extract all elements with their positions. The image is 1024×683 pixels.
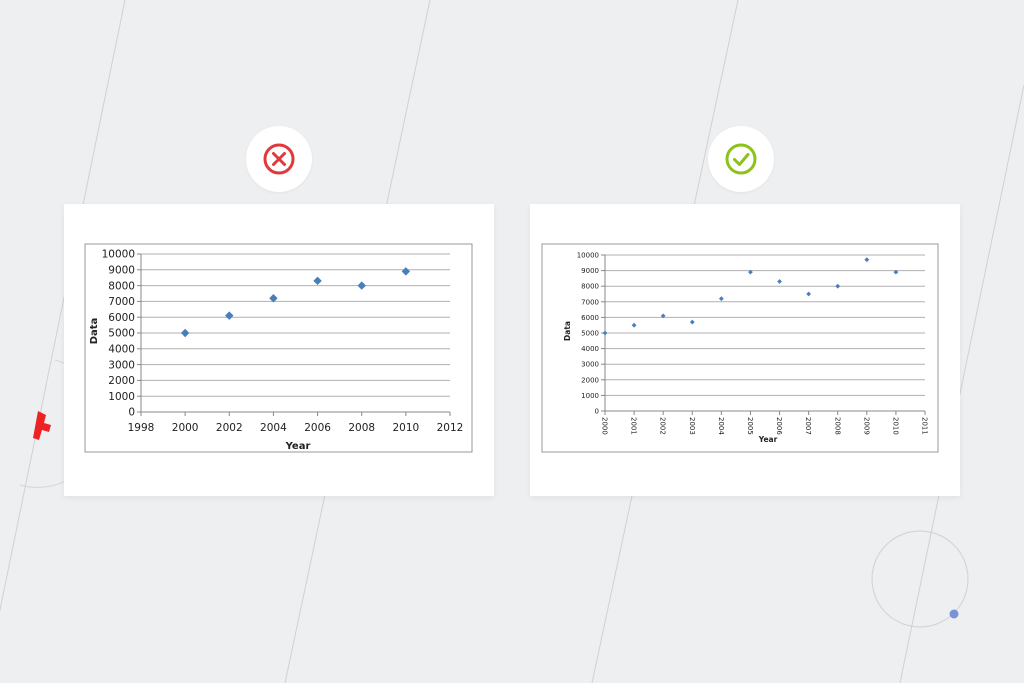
x-tick-label: 2007 [804, 417, 812, 435]
y-tick-label: 1000 [108, 391, 135, 403]
data-point [835, 283, 841, 289]
wrong-badge [246, 126, 312, 192]
accent-dot [949, 609, 959, 619]
x-tick-label: 2000 [601, 417, 609, 435]
y-tick-label: 3000 [108, 359, 135, 371]
x-tick-label: 2002 [659, 417, 667, 435]
y-tick-label: 9000 [581, 267, 599, 275]
data-point [806, 291, 812, 297]
y-tick-label: 4000 [581, 345, 599, 353]
y-tick-label: 6000 [581, 314, 599, 322]
y-tick-label: 7000 [581, 298, 599, 306]
data-point [225, 311, 234, 320]
chart-card-wrong: 0 1000 2000 3000 4000 5000 6000 7000 8000 9000 100… [64, 204, 494, 496]
y-tick-label: 3000 [581, 361, 599, 369]
x-tick-label: 2004 [717, 417, 725, 435]
y-tick-label: 9000 [108, 264, 135, 276]
x-tick-label: 2008 [833, 417, 841, 435]
y-tick-label: 0 [595, 407, 599, 415]
x-tick-label: 2004 [260, 422, 287, 434]
y-tick-label: 2000 [581, 376, 599, 384]
data-point [893, 269, 899, 275]
data-point [357, 281, 366, 290]
data-point [718, 296, 724, 302]
x-tick-label: 2003 [688, 417, 696, 435]
chart-card-right: 0 1000 2000 3000 4000 5000 6000 7000 8000 9000 100… [530, 204, 960, 496]
scatter-chart-right: 0 1000 2000 3000 4000 5000 6000 7000 8000 9000 100… [541, 243, 939, 453]
data-point [777, 279, 782, 284]
y-axis-label: Data [563, 321, 572, 341]
x-tick-label: 2006 [775, 417, 783, 435]
y-tick-label: 5000 [581, 329, 599, 337]
x-tick-label: 2011 [921, 417, 929, 435]
chart-frame [541, 243, 939, 453]
data-point [660, 313, 666, 319]
data-point [313, 276, 322, 286]
x-tick-label: 2005 [746, 417, 754, 435]
data-point [631, 322, 637, 328]
data-point [269, 294, 278, 303]
x-axis-label: Year [758, 435, 778, 444]
data-point [602, 330, 608, 336]
y-tick-label: 0 [128, 407, 135, 419]
y-axis-label: Data [89, 318, 100, 345]
x-tick-label: 2010 [392, 422, 419, 434]
data-point [689, 319, 695, 325]
y-tick-label: 5000 [108, 328, 135, 340]
y-tick-label: 10000 [577, 251, 599, 259]
right-badge [708, 126, 774, 192]
x-axis-label: Year [285, 441, 311, 452]
y-tick-label: 2000 [108, 375, 135, 387]
y-tick-label: 8000 [108, 280, 135, 292]
data-point [748, 269, 753, 275]
y-tick-label: 10000 [102, 249, 135, 261]
y-tick-label: 4000 [108, 343, 135, 355]
y-tick-label: 7000 [108, 296, 135, 308]
y-tick-label: 8000 [581, 283, 599, 291]
y-tick-label: 1000 [581, 392, 599, 400]
y-tick-label: 6000 [108, 312, 135, 324]
x-tick-label: 2009 [862, 417, 870, 435]
data-point [401, 267, 411, 276]
data-point [864, 257, 870, 263]
x-tick-label: 2006 [304, 422, 331, 434]
red-mark-icon [33, 411, 51, 440]
chart-frame [84, 243, 473, 453]
scatter-chart-wrong: 0 1000 2000 3000 4000 5000 6000 7000 8000 9000 100… [84, 243, 473, 453]
x-tick-label: 2012 [437, 422, 464, 434]
x-tick-label: 2008 [348, 422, 375, 434]
x-tick-label: 2001 [630, 417, 638, 435]
x-circle-icon [263, 143, 295, 175]
check-circle-icon [725, 143, 757, 175]
x-tick-label: 2010 [891, 417, 899, 435]
data-point [180, 328, 190, 338]
x-tick-label: 2000 [172, 422, 199, 434]
x-tick-label: 1998 [128, 422, 155, 434]
x-tick-label: 2002 [216, 422, 243, 434]
